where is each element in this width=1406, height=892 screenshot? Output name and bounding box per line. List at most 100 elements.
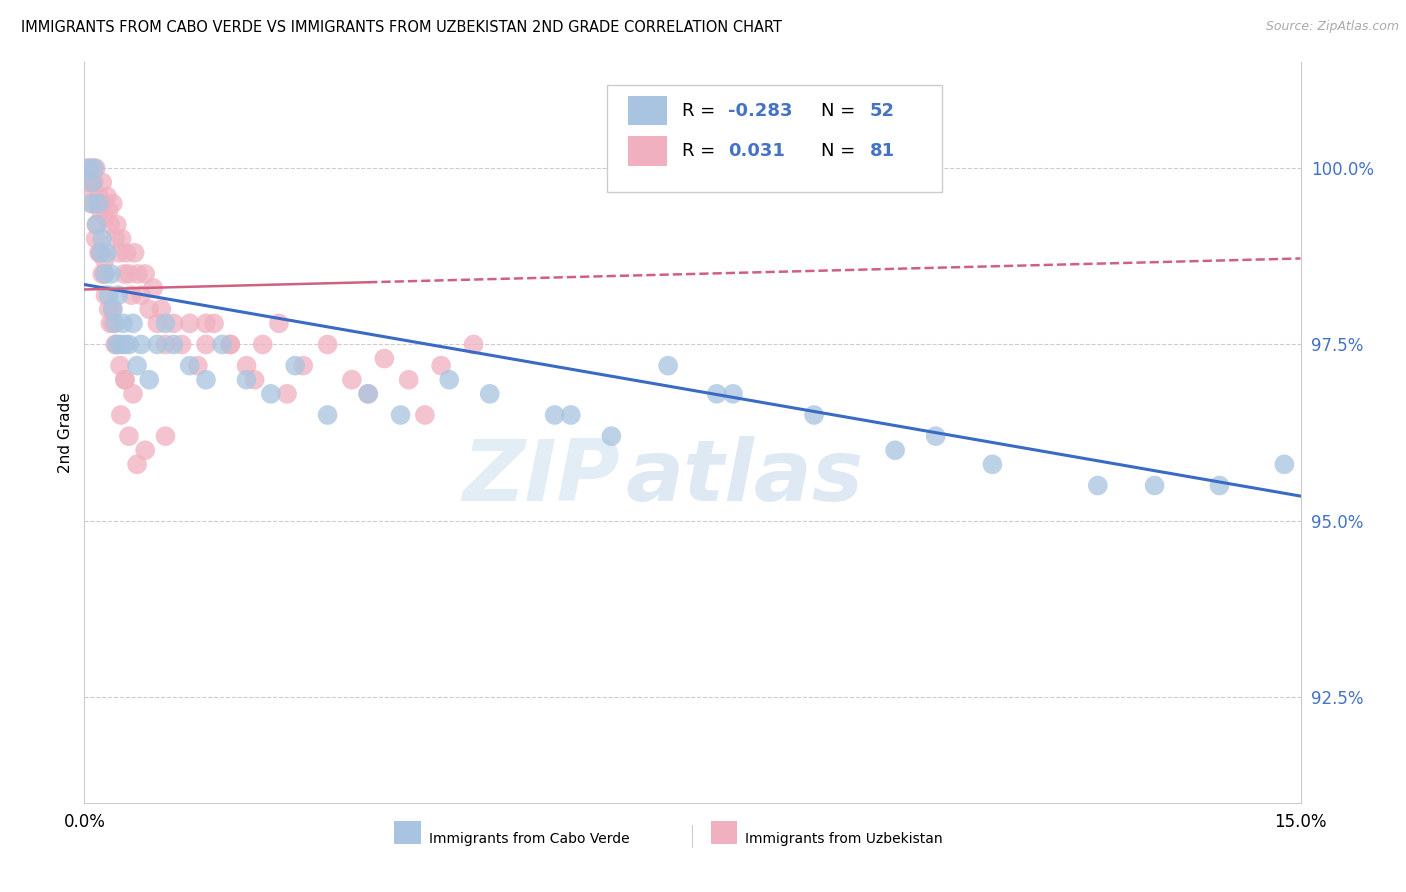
Point	[155, 316, 177, 330]
Point	[84, 161, 107, 176]
Point	[111, 232, 134, 246]
Point	[86, 218, 108, 232]
Point	[194, 337, 218, 351]
Point	[96, 245, 118, 260]
Point	[98, 218, 121, 232]
Point	[170, 337, 193, 351]
Point	[80, 175, 103, 189]
Point	[134, 443, 156, 458]
Point	[94, 288, 117, 302]
Text: R =: R =	[682, 143, 720, 161]
Point	[211, 337, 233, 351]
Point	[803, 408, 825, 422]
Point	[235, 373, 257, 387]
Point	[115, 245, 138, 260]
Point	[155, 337, 177, 351]
Point	[194, 373, 218, 387]
Point	[162, 337, 184, 351]
Point	[93, 196, 115, 211]
Point	[77, 175, 100, 189]
Point	[93, 252, 115, 267]
Bar	[395, 822, 422, 844]
Point	[114, 373, 136, 387]
Point	[93, 267, 115, 281]
Point	[134, 267, 156, 281]
Point	[82, 196, 104, 211]
Point	[108, 359, 131, 373]
Point	[101, 316, 124, 330]
Text: 0.031: 0.031	[728, 143, 785, 161]
Point	[87, 245, 110, 260]
Text: ZIP: ZIP	[461, 435, 620, 518]
Point	[478, 387, 501, 401]
Point	[150, 302, 173, 317]
Point	[219, 337, 242, 351]
Point	[101, 302, 124, 317]
Point	[463, 337, 485, 351]
Text: N =: N =	[821, 102, 862, 120]
Point	[118, 267, 141, 281]
Text: R =: R =	[682, 102, 720, 120]
Point	[398, 373, 420, 387]
Point	[97, 288, 120, 302]
Point	[373, 351, 395, 366]
Point	[87, 189, 110, 203]
Point	[1272, 458, 1295, 472]
Point	[112, 316, 135, 330]
Point	[138, 373, 160, 387]
Point	[80, 196, 103, 211]
Text: Immigrants from Cabo Verde: Immigrants from Cabo Verde	[429, 832, 628, 847]
Point	[162, 316, 184, 330]
Point	[267, 316, 290, 330]
Point	[114, 373, 136, 387]
Point	[100, 267, 122, 281]
Point	[80, 161, 103, 176]
Point	[179, 359, 201, 373]
Point	[142, 281, 165, 295]
Point	[82, 175, 104, 189]
Point	[108, 245, 131, 260]
Point	[430, 359, 453, 373]
Point	[1087, 478, 1109, 492]
Point	[155, 429, 177, 443]
Point	[77, 161, 100, 176]
Point	[76, 161, 98, 176]
Text: N =: N =	[821, 143, 862, 161]
Point	[413, 408, 436, 422]
Point	[91, 232, 114, 246]
Text: 52: 52	[870, 102, 896, 120]
Point	[179, 316, 201, 330]
Point	[252, 337, 274, 351]
Text: atlas: atlas	[626, 435, 863, 518]
Point	[284, 359, 307, 373]
Point	[292, 359, 315, 373]
Point	[90, 203, 112, 218]
Point	[91, 175, 114, 189]
Point	[91, 267, 114, 281]
Point	[884, 443, 907, 458]
Point	[90, 245, 112, 260]
Point	[543, 408, 565, 422]
Point	[104, 316, 127, 330]
Point	[87, 196, 110, 211]
Point	[138, 302, 160, 317]
Point	[83, 175, 105, 189]
Point	[124, 245, 146, 260]
Point	[97, 203, 120, 218]
Point	[316, 337, 339, 351]
Bar	[628, 95, 666, 126]
Point	[129, 288, 152, 302]
Point	[340, 373, 363, 387]
Point	[194, 316, 218, 330]
Text: IMMIGRANTS FROM CABO VERDE VS IMMIGRANTS FROM UZBEKISTAN 2ND GRADE CORRELATION C: IMMIGRANTS FROM CABO VERDE VS IMMIGRANTS…	[21, 20, 782, 35]
Point	[98, 316, 121, 330]
Point	[122, 387, 145, 401]
Point	[101, 302, 124, 317]
Point	[125, 359, 148, 373]
Point	[118, 337, 141, 351]
Point	[112, 267, 135, 281]
Point	[105, 337, 128, 351]
Point	[1143, 478, 1166, 492]
Point	[202, 316, 225, 330]
Point	[86, 196, 108, 211]
